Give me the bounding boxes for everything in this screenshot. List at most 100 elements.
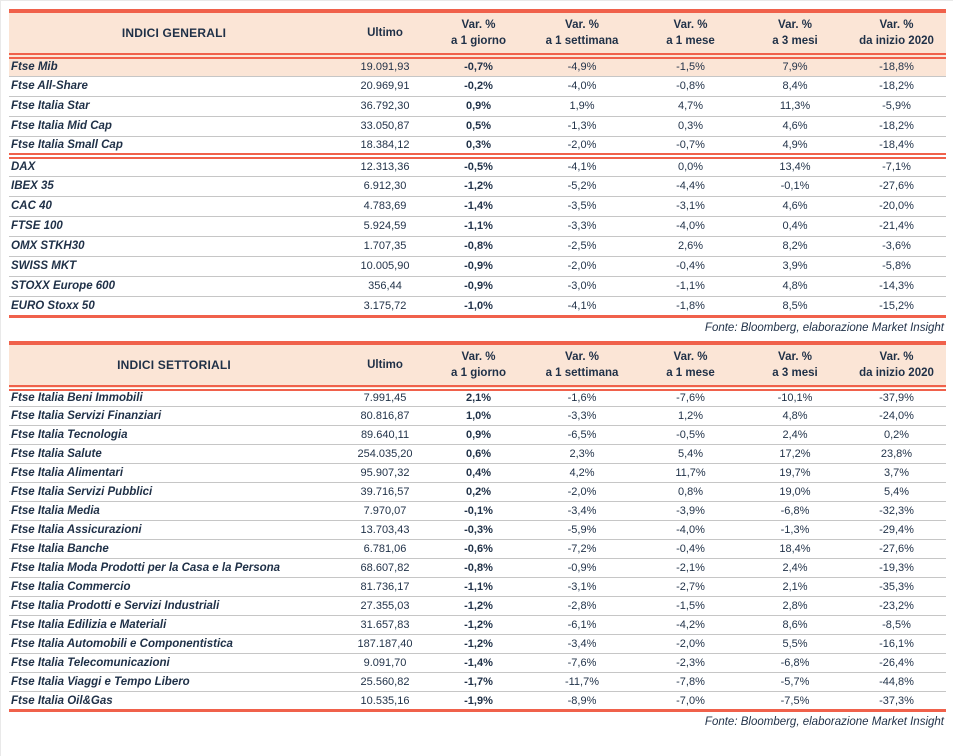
column-header-var-inizio-2020: Var. % da inizio 2020 xyxy=(847,9,946,59)
var-1-giorno-value: -0,9% xyxy=(431,276,526,297)
var-1-giorno-value: 1,0% xyxy=(431,406,526,426)
ultimo-value: 20.969,91 xyxy=(339,76,431,97)
var-1-settimana-value: -3,5% xyxy=(526,196,638,217)
header-line: Var. % xyxy=(778,19,812,31)
index-name: Ftse Italia Beni Immobili xyxy=(9,387,339,407)
table-row: Ftse Italia Servizi Finanziari 80.816,87 1… xyxy=(9,406,946,426)
var-1-mese-value: -4,0% xyxy=(638,216,743,237)
table-row: IBEX 35 6.912,30 -1,2% -5,2% -4,4% -0,1% -27,6… xyxy=(9,176,946,197)
var-inizio-2020-value: -37,9% xyxy=(847,387,946,407)
index-name: SWISS MKT xyxy=(9,256,339,277)
header-line: da inizio 2020 xyxy=(859,366,934,379)
header-row: INDICI SETTORIALI Ultimo Var. % a 1 gior… xyxy=(9,340,946,391)
table-row: Ftse Italia Alimentari 95.907,32 0,4% 4,2% 1… xyxy=(9,463,946,483)
var-inizio-2020-value: -15,2% xyxy=(847,296,946,318)
var-1-mese-value: -1,8% xyxy=(638,296,743,318)
var-1-mese-value: -3,1% xyxy=(638,196,743,217)
ultimo-value: 95.907,32 xyxy=(339,463,431,483)
var-3-mesi-value: 17,2% xyxy=(743,444,847,464)
ultimo-value: 6.781,06 xyxy=(339,539,431,559)
var-1-settimana-value: -2,0% xyxy=(526,136,638,157)
var-1-giorno-value: -0,2% xyxy=(431,76,526,97)
var-1-giorno-value: -0,1% xyxy=(431,501,526,521)
var-1-settimana-value: -7,6% xyxy=(526,653,638,673)
header-line: Var. % xyxy=(461,19,496,31)
var-inizio-2020-value: -5,8% xyxy=(847,256,946,277)
var-1-settimana-value: 2,3% xyxy=(526,444,638,464)
var-3-mesi-value: 2,8% xyxy=(743,596,847,616)
ultimo-value: 25.560,82 xyxy=(339,672,431,692)
var-inizio-2020-value: -27,6% xyxy=(847,176,946,197)
ultimo-value: 187.187,40 xyxy=(339,634,431,654)
header-line: a 1 settimana xyxy=(545,35,619,47)
var-1-giorno-value: 0,6% xyxy=(431,444,526,464)
ultimo-value: 39.716,57 xyxy=(339,482,431,502)
index-name: FTSE 100 xyxy=(9,216,339,237)
header-line: a 1 giorno xyxy=(451,366,506,379)
ultimo-value: 89.640,11 xyxy=(339,425,431,445)
var-3-mesi-value: 19,0% xyxy=(743,482,847,502)
var-1-giorno-value: -0,5% xyxy=(431,153,526,177)
header-line: Var. % xyxy=(673,19,708,31)
var-1-mese-value: -1,5% xyxy=(638,596,743,616)
index-name: DAX xyxy=(9,153,339,177)
column-header-var-1-mese: Var. % a 1 mese xyxy=(638,9,743,59)
var-1-giorno-value: 2,1% xyxy=(431,387,526,407)
ultimo-value: 254.035,20 xyxy=(339,444,431,464)
var-3-mesi-value: 4,6% xyxy=(743,116,847,137)
var-1-giorno-value: -1,1% xyxy=(431,577,526,597)
var-3-mesi-value: 4,8% xyxy=(743,276,847,297)
var-1-settimana-value: -6,5% xyxy=(526,425,638,445)
var-inizio-2020-value: -18,2% xyxy=(847,116,946,137)
var-inizio-2020-value: -44,8% xyxy=(847,672,946,692)
var-1-mese-value: 11,7% xyxy=(638,463,743,483)
ultimo-value: 9.091,70 xyxy=(339,653,431,673)
column-header-var-1-giorno: Var. % a 1 giorno xyxy=(431,340,526,391)
table-row: Ftse Italia Small Cap 18.384,12 0,3% -2,0% -… xyxy=(9,136,946,157)
var-1-settimana-value: -0,9% xyxy=(526,558,638,578)
var-3-mesi-value: -1,3% xyxy=(743,520,847,540)
header-line: a 1 mese xyxy=(666,35,715,47)
var-inizio-2020-value: -5,9% xyxy=(847,96,946,117)
var-1-mese-value: -4,2% xyxy=(638,615,743,635)
var-inizio-2020-value: -3,6% xyxy=(847,236,946,257)
table-row: Ftse Italia Automobili e Componentistica… xyxy=(9,634,946,654)
var-inizio-2020-value: -19,3% xyxy=(847,558,946,578)
var-1-mese-value: -4,0% xyxy=(638,520,743,540)
var-1-mese-value: -0,8% xyxy=(638,76,743,97)
ultimo-value: 18.384,12 xyxy=(339,136,431,157)
var-1-settimana-value: -4,1% xyxy=(526,153,638,177)
table-row: OMX STKH30 1.707,35 -0,8% -2,5% 2,6% 8,2% -3,6… xyxy=(9,236,946,257)
var-1-settimana-value: -3,1% xyxy=(526,577,638,597)
var-3-mesi-value: 5,5% xyxy=(743,634,847,654)
var-3-mesi-value: 0,4% xyxy=(743,216,847,237)
index-name: Ftse Italia Salute xyxy=(9,444,339,464)
ultimo-value: 31.657,83 xyxy=(339,615,431,635)
indici-settoriali-table: INDICI SETTORIALI Ultimo Var. % a 1 gior… xyxy=(9,340,946,712)
var-1-mese-value: 4,7% xyxy=(638,96,743,117)
var-1-mese-value: -3,9% xyxy=(638,501,743,521)
var-inizio-2020-value: -18,4% xyxy=(847,136,946,157)
var-1-settimana-value: -2,8% xyxy=(526,596,638,616)
var-inizio-2020-value: 5,4% xyxy=(847,482,946,502)
var-1-settimana-value: -2,0% xyxy=(526,256,638,277)
ultimo-value: 36.792,30 xyxy=(339,96,431,117)
table-row: Ftse Italia Telecomunicazioni 9.091,70 -1,… xyxy=(9,653,946,673)
table-row: Ftse Mib 19.091,93 -0,7% -4,9% -1,5% 7,9% -18,… xyxy=(9,56,946,77)
var-1-giorno-value: 0,4% xyxy=(431,463,526,483)
var-1-settimana-value: -5,9% xyxy=(526,520,638,540)
var-3-mesi-value: 8,4% xyxy=(743,76,847,97)
index-name: Ftse Mib xyxy=(9,56,339,77)
var-3-mesi-value: 8,2% xyxy=(743,236,847,257)
var-1-mese-value: -7,8% xyxy=(638,672,743,692)
var-inizio-2020-value: -26,4% xyxy=(847,653,946,673)
index-name: Ftse Italia Servizi Finanziari xyxy=(9,406,339,426)
header-line: Var. % xyxy=(565,19,599,31)
var-1-settimana-value: -3,3% xyxy=(526,216,638,237)
var-1-giorno-value: -0,7% xyxy=(431,56,526,77)
index-name: Ftse Italia Media xyxy=(9,501,339,521)
column-header-var-inizio-2020: Var. % da inizio 2020 xyxy=(847,340,946,391)
var-inizio-2020-value: -29,4% xyxy=(847,520,946,540)
var-1-giorno-value: -1,4% xyxy=(431,653,526,673)
var-inizio-2020-value: -14,3% xyxy=(847,276,946,297)
